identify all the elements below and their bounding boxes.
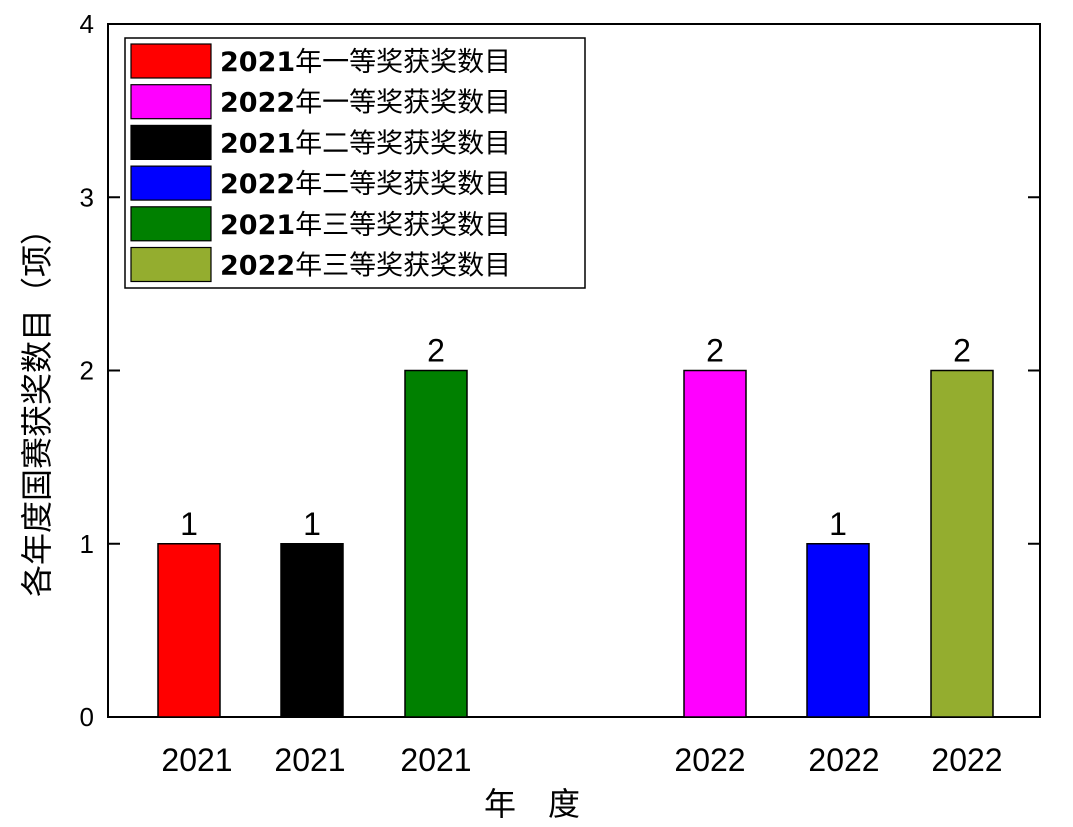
legend-swatch-3 — [130, 124, 212, 161]
y-axis-title: 各年度国赛获奖数目（项） — [18, 213, 56, 597]
x-tick-label-1: 2021 — [161, 742, 232, 778]
bar-6 — [930, 369, 994, 718]
legend-swatch-1 — [130, 43, 212, 79]
data-label-3: 2 — [427, 333, 445, 369]
data-label-5: 1 — [829, 506, 847, 542]
bar-5 — [806, 543, 870, 718]
x-tick-label-2: 2021 — [274, 742, 345, 778]
legend-swatch-6 — [130, 246, 212, 283]
x-tick-label-6: 2022 — [931, 742, 1002, 778]
y-tick-label: 2 — [80, 356, 94, 386]
data-label-1: 1 — [180, 506, 198, 542]
y-tick-label: 0 — [80, 702, 94, 732]
y-tick-label: 4 — [80, 9, 94, 39]
legend-text: 年三等奖获奖数目 — [295, 251, 511, 282]
legend-swatch-2 — [130, 84, 212, 120]
legend-year: 2021 — [220, 128, 295, 159]
y-tick-label: 1 — [80, 529, 94, 559]
legend-entry-4: 2022年二等奖获奖数目 — [220, 169, 511, 200]
y-tick-label: 3 — [80, 182, 94, 212]
data-label-4: 2 — [706, 333, 724, 369]
legend-swatch-5 — [130, 206, 212, 242]
legend-entry-5: 2021年三等奖获奖数目 — [220, 210, 511, 241]
x-tick-label-5: 2022 — [808, 742, 879, 778]
legend-entry-1: 2021年一等奖获奖数目 — [220, 47, 511, 78]
bar-4 — [683, 369, 747, 718]
bar-2 — [280, 543, 344, 718]
legend-year: 2021 — [220, 47, 295, 78]
data-labels: 1 1 2 2 1 2 — [180, 333, 971, 542]
legend-year: 2021 — [220, 210, 295, 241]
legend-entry-3: 2021年二等奖获奖数目 — [220, 128, 511, 159]
x-tick-label-4: 2022 — [674, 742, 745, 778]
legend-text: 年二等奖获奖数目 — [295, 169, 511, 200]
bars — [157, 369, 994, 718]
bar-3 — [404, 369, 468, 718]
x-tick-label-3: 2021 — [400, 742, 471, 778]
legend-text: 年一等奖获奖数目 — [295, 47, 511, 78]
legend-text: 年二等奖获奖数目 — [295, 128, 511, 159]
legend-entry-6: 2022年三等奖获奖数目 — [220, 251, 511, 282]
y-axis: 0 1 2 3 4 — [80, 9, 1040, 732]
legend: 2021年一等奖获奖数目2022年一等奖获奖数目2021年二等奖获奖数目2022… — [124, 37, 586, 289]
x-axis-title: 年 度 — [484, 785, 580, 823]
legend-entry-2: 2022年一等奖获奖数目 — [220, 88, 511, 119]
legend-year: 2022 — [220, 88, 295, 119]
legend-text: 年三等奖获奖数目 — [295, 210, 511, 241]
x-axis-labels: 2021 2021 2021 2022 2022 2022 — [161, 742, 1002, 778]
legend-box — [124, 37, 586, 289]
legend-year: 2022 — [220, 251, 295, 282]
data-label-2: 1 — [303, 506, 321, 542]
legend-swatch-4 — [130, 165, 212, 201]
legend-text: 年一等奖获奖数目 — [295, 88, 511, 119]
legend-year: 2022 — [220, 169, 295, 200]
bar-1 — [157, 543, 221, 718]
data-label-6: 2 — [953, 333, 971, 369]
